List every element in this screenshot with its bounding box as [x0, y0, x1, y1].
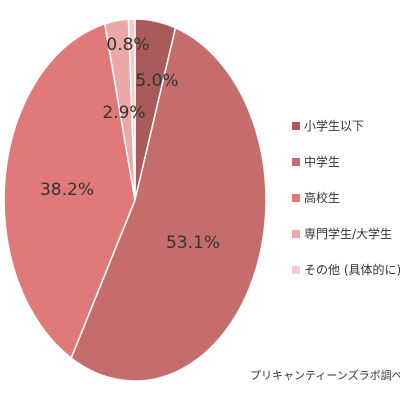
legend-item-high-school: 高校生 — [292, 190, 400, 206]
legend-label: 専門学生/大学生 — [304, 227, 393, 241]
data-label: 53.1% — [166, 233, 220, 253]
legend: 小学生以下 中学生 高校生 専門学生/大学生 その他 (具体的に) — [292, 118, 400, 298]
data-label: 2.9% — [102, 103, 145, 123]
legend-label: 高校生 — [304, 191, 341, 205]
legend-item-junior-high: 中学生 — [292, 154, 400, 170]
legend-swatch — [292, 266, 300, 274]
legend-item-elementary: 小学生以下 — [292, 118, 400, 134]
pie-slices — [3, 18, 267, 382]
legend-label: 中学生 — [304, 155, 341, 169]
data-label: 0.8% — [106, 35, 149, 55]
source-credit: プリキャンティーンズラボ調べ — [250, 369, 400, 382]
legend-swatch — [292, 230, 300, 238]
slice-other — [127, 18, 136, 201]
data-label: 5.0% — [135, 71, 178, 91]
data-label: 38.2% — [40, 180, 94, 200]
slice-high-school — [3, 22, 136, 360]
legend-swatch — [292, 194, 300, 202]
pie-data-labels: 5.0% 53.1% 38.2% 2.9% 0.8% — [40, 35, 220, 253]
legend-swatch — [292, 122, 300, 130]
slice-junior-high — [70, 26, 267, 382]
legend-label: 小学生以下 — [304, 119, 365, 133]
legend-item-college: 専門学生/大学生 — [292, 226, 400, 242]
legend-item-other: その他 (具体的に) — [292, 262, 400, 278]
legend-label: その他 (具体的に) — [304, 263, 400, 277]
legend-swatch — [292, 158, 300, 166]
